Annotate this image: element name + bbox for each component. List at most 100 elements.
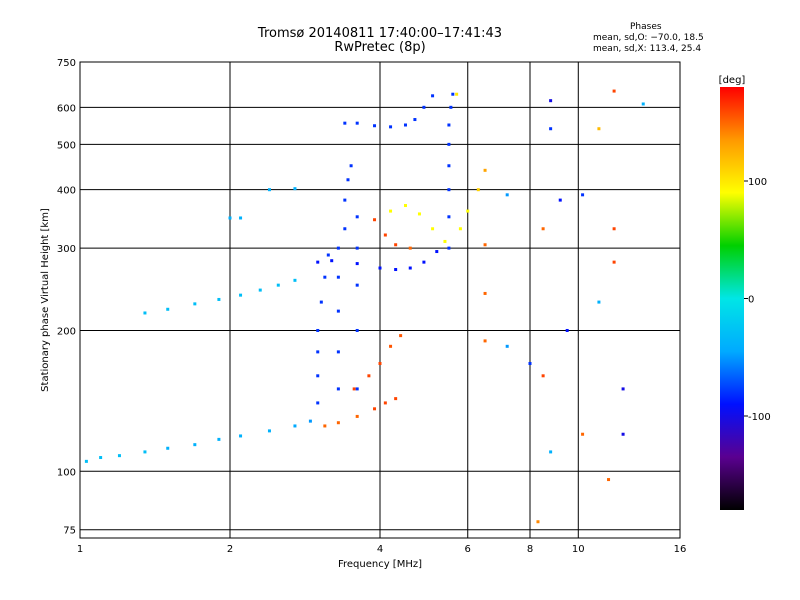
- echo-point: [443, 239, 447, 243]
- echo-point: [343, 198, 347, 202]
- echo-point: [549, 99, 553, 103]
- echo-point: [383, 233, 387, 237]
- echo-point: [449, 105, 453, 109]
- echo-point: [336, 421, 340, 425]
- echo-point: [193, 302, 197, 306]
- echo-point: [394, 243, 398, 247]
- colorbar: [720, 87, 744, 510]
- echo-point: [476, 188, 480, 192]
- echo-point: [323, 424, 327, 428]
- echo-point: [355, 262, 359, 266]
- echo-point: [581, 432, 585, 436]
- echo-point: [293, 424, 297, 428]
- colorbar-tick-label: 100: [748, 177, 767, 188]
- echo-point: [166, 307, 170, 311]
- echo-point: [355, 215, 359, 219]
- echo-point: [447, 188, 451, 192]
- echo-point: [267, 188, 271, 192]
- echo-point: [239, 216, 243, 220]
- echo-point: [431, 94, 435, 98]
- echo-point: [239, 434, 243, 438]
- echo-point: [607, 478, 611, 482]
- y-tick-label: 200: [57, 326, 76, 337]
- echo-point: [483, 339, 487, 343]
- x-tick-label: 4: [377, 544, 383, 555]
- echo-point: [455, 92, 459, 96]
- echo-point: [355, 387, 359, 391]
- y-tick-label: 100: [57, 467, 76, 478]
- echo-point: [323, 275, 327, 279]
- echo-point: [217, 297, 221, 301]
- echo-point: [355, 328, 359, 332]
- echo-point: [447, 164, 451, 168]
- echo-point: [394, 268, 398, 272]
- echo-point: [316, 328, 320, 332]
- echo-point: [378, 361, 382, 365]
- echo-point: [447, 142, 451, 146]
- y-tick-label: 300: [57, 244, 76, 255]
- echo-point: [326, 253, 330, 257]
- echo-point: [352, 387, 356, 391]
- colorbar-tick-label: 0: [748, 295, 754, 306]
- echo-point: [373, 124, 377, 128]
- y-tick-label: 400: [57, 186, 76, 197]
- echo-point: [549, 450, 553, 454]
- echo-point: [597, 300, 601, 304]
- echo-point: [612, 260, 616, 264]
- echo-point: [389, 125, 393, 129]
- echo-point: [355, 414, 359, 418]
- echo-point: [193, 443, 197, 447]
- x-tick-label: 10: [572, 544, 585, 555]
- x-tick-label: 1: [77, 544, 83, 555]
- echo-point: [413, 118, 417, 122]
- y-tick-label: 750: [57, 58, 76, 69]
- echo-point: [597, 127, 601, 131]
- chart-title: Tromsø 20140811 17:40:00–17:41:43: [257, 26, 503, 41]
- echo-point: [483, 291, 487, 295]
- echo-point: [435, 250, 439, 254]
- x-tick-label: 8: [527, 544, 533, 555]
- echo-point: [399, 334, 403, 338]
- echo-point: [316, 401, 320, 405]
- echo-point: [316, 374, 320, 378]
- echo-point: [319, 300, 323, 304]
- echo-point: [355, 283, 359, 287]
- echo-point: [541, 227, 545, 231]
- echo-point: [565, 328, 569, 332]
- echo-point: [346, 178, 350, 182]
- echo-point: [383, 401, 387, 405]
- phases-heading: Phases: [630, 22, 662, 32]
- echo-point: [258, 288, 262, 292]
- x-tick-label: 16: [674, 544, 687, 555]
- echo-point: [166, 446, 170, 450]
- echo-point: [143, 450, 147, 454]
- echo-point: [612, 227, 616, 231]
- phases-x-stats: mean, sd,X: 113.4, 25.4: [593, 44, 702, 54]
- echo-point: [316, 350, 320, 354]
- echo-point: [389, 209, 393, 213]
- echo-point: [336, 350, 340, 354]
- y-tick-label: 75: [63, 526, 76, 537]
- echo-point: [308, 419, 312, 423]
- echo-point: [447, 246, 451, 250]
- echo-point: [394, 397, 398, 401]
- x-axis-label: Frequency [MHz]: [338, 559, 422, 570]
- echo-point: [267, 429, 271, 433]
- echo-point: [466, 209, 470, 213]
- y-tick-label: 500: [57, 140, 76, 151]
- echo-point: [549, 127, 553, 131]
- echo-point: [505, 344, 509, 348]
- echo-point: [389, 344, 393, 348]
- echo-point: [536, 520, 540, 524]
- echo-point: [336, 275, 340, 279]
- echo-point: [558, 198, 562, 202]
- echo-point: [276, 283, 280, 287]
- echo-point: [355, 121, 359, 125]
- echo-point: [336, 246, 340, 250]
- echo-point: [228, 216, 232, 220]
- y-tick-label: 600: [57, 103, 76, 114]
- echo-point: [117, 454, 121, 458]
- echo-point: [612, 89, 616, 93]
- echo-point: [422, 105, 426, 109]
- echo-point: [621, 432, 625, 436]
